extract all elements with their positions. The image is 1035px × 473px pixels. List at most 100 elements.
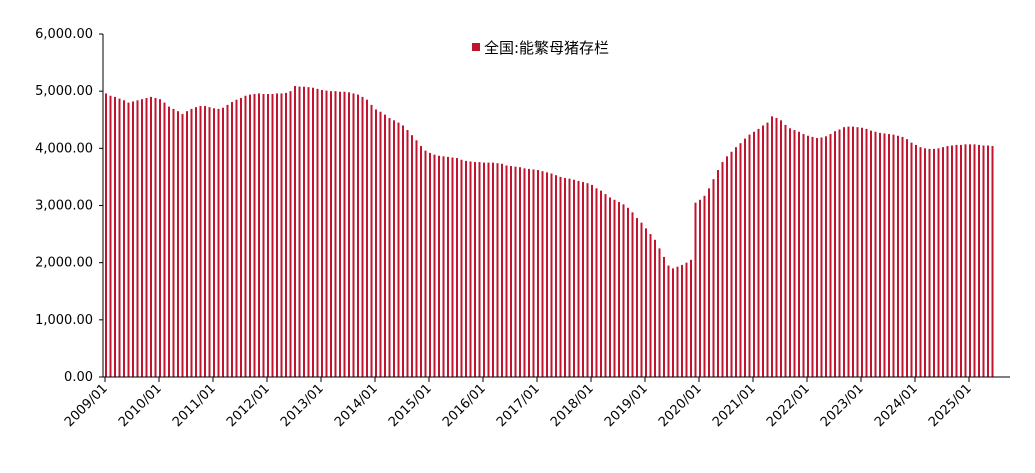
bar	[888, 134, 890, 377]
bar	[375, 109, 377, 378]
bar	[640, 222, 643, 377]
bar	[780, 120, 782, 378]
bar	[267, 94, 269, 378]
bar	[802, 134, 805, 377]
bar	[357, 94, 359, 377]
bar	[789, 128, 791, 377]
bar	[312, 87, 314, 377]
bar	[402, 125, 404, 377]
bar	[289, 91, 292, 378]
bar	[973, 144, 976, 377]
bar	[618, 202, 620, 377]
bar	[622, 204, 625, 377]
bar	[807, 135, 809, 377]
bar	[865, 128, 868, 377]
bar	[636, 218, 638, 377]
bar	[411, 135, 413, 377]
bar	[595, 188, 598, 377]
bar	[721, 162, 724, 377]
bar	[708, 188, 710, 377]
bar	[861, 127, 863, 378]
bar	[397, 122, 400, 377]
bar	[177, 111, 179, 378]
bar	[330, 91, 332, 378]
bar	[271, 94, 274, 378]
bar	[262, 94, 265, 378]
bar	[667, 265, 670, 377]
bar	[352, 93, 355, 377]
bar	[186, 111, 188, 378]
bar	[474, 162, 476, 377]
bar	[798, 131, 800, 377]
bar	[303, 86, 305, 377]
bar	[838, 129, 841, 377]
bar	[978, 144, 980, 377]
x-tick-label: 2014/01	[332, 381, 381, 430]
bar	[339, 91, 341, 377]
bar	[343, 91, 346, 377]
bar	[213, 108, 215, 378]
bar	[843, 127, 845, 377]
bar	[388, 118, 391, 377]
bar	[564, 178, 566, 377]
bar	[955, 144, 958, 377]
bar	[550, 173, 553, 377]
bar	[370, 104, 373, 378]
bar	[240, 98, 242, 377]
legend: 全国:能繁母猪存栏	[472, 39, 609, 57]
bar	[672, 268, 674, 377]
y-tick-label: 3,000.00	[35, 199, 93, 214]
bar	[181, 114, 184, 378]
bar	[109, 95, 112, 378]
bar	[879, 132, 881, 377]
bar	[757, 128, 760, 377]
bar	[393, 120, 395, 378]
x-tick-label: 2023/01	[818, 381, 867, 430]
bar	[991, 146, 994, 377]
bar	[222, 107, 224, 378]
bar	[123, 100, 125, 378]
x-tick-label: 2016/01	[440, 381, 489, 430]
bar	[465, 160, 467, 377]
x-tick-label: 2022/01	[764, 381, 813, 430]
bar	[159, 99, 161, 378]
bar	[960, 144, 962, 377]
bar	[906, 139, 908, 377]
x-tick-label: 2010/01	[116, 381, 165, 430]
bar	[559, 176, 562, 377]
bar	[627, 207, 629, 377]
bar	[496, 163, 499, 377]
bar	[105, 93, 107, 377]
bar	[609, 197, 611, 377]
bar	[379, 111, 382, 377]
bar	[987, 145, 989, 377]
bar	[316, 88, 319, 377]
bar	[928, 148, 931, 377]
bar	[829, 134, 832, 377]
bar	[600, 190, 602, 377]
bar	[964, 144, 967, 377]
bar	[195, 107, 197, 377]
bar	[501, 163, 503, 377]
bar	[874, 131, 877, 377]
bar	[384, 114, 386, 377]
bar	[703, 195, 706, 377]
bar	[334, 91, 337, 378]
bar	[420, 146, 422, 377]
bar	[681, 264, 683, 377]
bar	[199, 106, 202, 377]
bar	[856, 127, 859, 377]
bar	[204, 106, 206, 377]
bar	[478, 162, 481, 377]
bar	[811, 136, 814, 377]
bar	[294, 86, 296, 377]
x-tick-label: 2015/01	[386, 381, 435, 430]
bar	[658, 248, 661, 377]
bar	[631, 212, 634, 377]
bar	[510, 166, 512, 377]
bar	[285, 92, 287, 378]
bar	[235, 99, 238, 377]
x-tick-label: 2009/01	[62, 381, 111, 430]
x-tick-label: 2019/01	[602, 381, 651, 430]
